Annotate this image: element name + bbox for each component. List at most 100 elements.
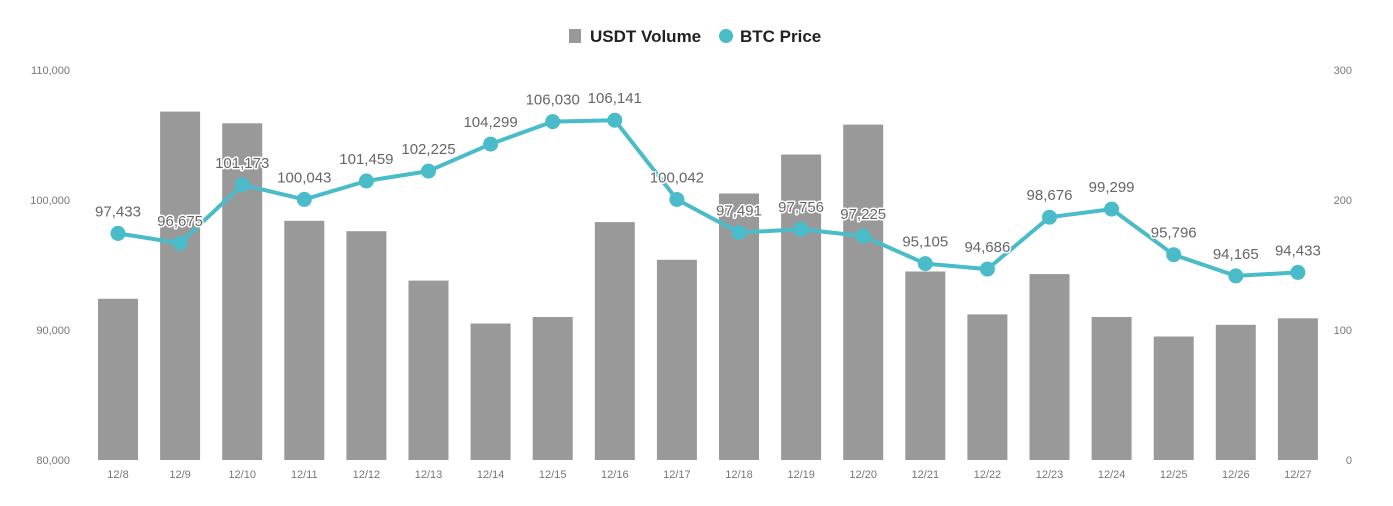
legend: USDT Volume BTC Price [569, 27, 821, 46]
x-axis-tick: 12/19 [787, 469, 815, 481]
price-data-label: 101,173 [215, 155, 269, 172]
price-data-label: 106,030 [526, 92, 580, 109]
legend-swatch-usdt-volume [569, 29, 581, 43]
x-axis-tick: 12/15 [539, 469, 567, 481]
price-data-label: 106,141 [588, 90, 642, 107]
price-point [1228, 268, 1244, 284]
price-data-label: 95,105 [902, 234, 948, 251]
x-axis: 12/8 12/9 12/10 12/11 12/12 12/13 12/14 12/15 12… [107, 469, 1311, 481]
left-axis-tick: 90,000 [36, 325, 70, 337]
price-data-label: 97,433 [95, 203, 141, 220]
x-axis-tick: 12/8 [107, 469, 128, 481]
x-axis-tick: 12/17 [663, 469, 691, 481]
price-data-label: 100,042 [650, 170, 704, 187]
volume-bars [98, 111, 1318, 461]
price-point [793, 221, 809, 237]
price-data-label: 99,299 [1089, 179, 1135, 196]
price-data-label: 102,225 [401, 141, 455, 158]
right-axis-tick: 0 [1346, 455, 1352, 467]
volume-bar [1277, 318, 1318, 460]
x-axis-tick: 12/10 [228, 469, 256, 481]
x-axis-tick: 12/9 [169, 469, 190, 481]
price-line [116, 118, 1300, 278]
price-point [607, 112, 623, 128]
x-axis-tick: 12/26 [1222, 469, 1250, 481]
price-point [421, 163, 436, 179]
x-axis-tick: 12/25 [1160, 469, 1188, 481]
volume-bar [470, 323, 511, 460]
price-line-path [116, 118, 1300, 278]
price-labels: 97,433 96,675 101,173 100,043 101,459 102,225… [94, 89, 1323, 265]
price-data-label: 97,491 [716, 203, 762, 220]
price-point [855, 228, 871, 244]
volume-bar [1215, 324, 1256, 460]
x-axis-tick: 12/22 [974, 469, 1002, 481]
volume-bar [284, 220, 325, 460]
volume-bar [346, 231, 387, 460]
x-axis-tick: 12/13 [415, 469, 443, 481]
x-axis-tick: 12/27 [1284, 469, 1312, 481]
price-point [296, 191, 312, 207]
price-point [545, 114, 561, 130]
volume-bar [532, 317, 573, 460]
price-point [110, 225, 126, 241]
x-axis-tick: 12/14 [477, 469, 505, 481]
x-axis-tick: 12/21 [912, 469, 940, 481]
x-axis-tick: 12/23 [1036, 469, 1064, 481]
legend-swatch-btc-price [719, 29, 733, 43]
x-axis-tick: 12/12 [353, 469, 381, 481]
price-data-label: 97,225 [840, 206, 886, 223]
x-axis-tick: 12/16 [601, 469, 629, 481]
x-axis-tick: 12/11 [291, 469, 318, 481]
right-axis-tick: 300 [1334, 65, 1352, 77]
volume-bar [408, 280, 449, 460]
price-point [731, 225, 747, 241]
price-data-label: 104,299 [463, 114, 517, 131]
legend-label-usdt-volume: USDT Volume [590, 27, 701, 46]
volume-bar [656, 259, 697, 460]
price-data-label: 101,459 [339, 151, 393, 168]
price-data-label: 96,675 [157, 213, 203, 230]
volume-bar [905, 271, 946, 460]
volume-bar [594, 222, 635, 460]
price-point [234, 177, 250, 193]
volume-bar [160, 111, 201, 460]
price-point [1290, 264, 1306, 280]
legend-label-btc-price: BTC Price [740, 27, 821, 46]
price-data-label: 94,165 [1213, 246, 1259, 263]
volume-bar [967, 314, 1008, 460]
price-point [172, 235, 188, 251]
price-point [358, 173, 374, 189]
volume-bar [222, 123, 263, 461]
right-axis-tick: 100 [1334, 325, 1352, 337]
x-axis-tick: 12/24 [1098, 469, 1126, 481]
volume-bar [843, 124, 884, 460]
volume-bar [1029, 274, 1070, 460]
volume-bar [781, 154, 822, 460]
price-point [1042, 209, 1057, 225]
right-axis: 0 100 200 300 [1334, 65, 1352, 467]
price-data-label: 94,686 [964, 239, 1010, 256]
left-axis-tick: 100,000 [30, 195, 70, 207]
x-axis-tick: 12/18 [725, 469, 753, 481]
price-point [483, 136, 499, 152]
price-point [1104, 201, 1120, 217]
price-point [979, 261, 995, 277]
volume-bar [98, 298, 138, 460]
price-point [917, 256, 933, 272]
price-data-label: 100,043 [277, 169, 331, 186]
price-point [669, 192, 685, 207]
price-data-label: 94,433 [1275, 242, 1321, 259]
left-axis-tick: 110,000 [31, 65, 70, 77]
price-data-label: 98,676 [1027, 187, 1073, 204]
right-axis-tick: 200 [1334, 195, 1352, 207]
volume-bar [1091, 317, 1132, 460]
price-point [1166, 247, 1182, 263]
price-data-label: 97,756 [778, 199, 824, 216]
price-data-label: 95,796 [1151, 225, 1197, 242]
x-axis-tick: 12/20 [849, 469, 877, 481]
price-points [110, 112, 1306, 284]
volume-bar [1153, 336, 1194, 460]
